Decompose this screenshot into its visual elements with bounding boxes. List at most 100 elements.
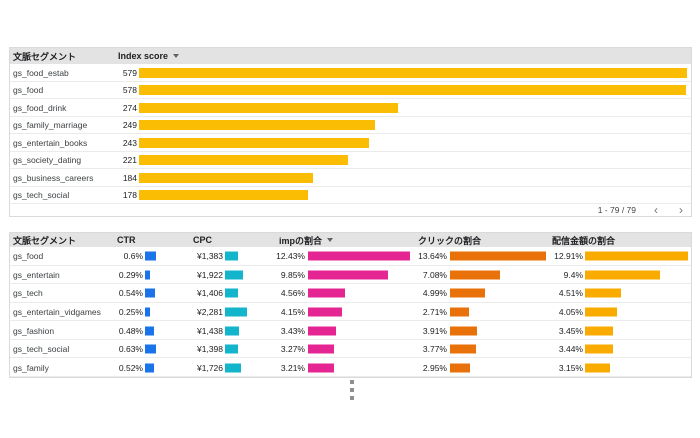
segment-label: gs_business_careers bbox=[13, 172, 94, 183]
ctr-value: 0.6% bbox=[123, 251, 143, 262]
click-share-value: 2.95% bbox=[422, 362, 447, 373]
column-header-segment[interactable]: 文脈セグメント bbox=[13, 51, 77, 62]
imp-share-bar bbox=[307, 307, 342, 317]
click-share-value: 4.99% bbox=[422, 288, 447, 299]
segment-label: gs_entertain_vidgames bbox=[13, 306, 101, 317]
ctr-bar bbox=[145, 344, 157, 354]
click-share-value: 3.77% bbox=[422, 344, 447, 355]
table-row: gs_business_careers 184 bbox=[10, 169, 691, 187]
cpc-bar bbox=[225, 344, 239, 354]
ctr-bar bbox=[145, 288, 155, 298]
column-header-cost-share[interactable]: 配信金額の割合 bbox=[552, 235, 616, 246]
segment-label: gs_family bbox=[13, 362, 49, 373]
click-share-value: 13.64% bbox=[418, 251, 447, 262]
cost-share-bar bbox=[585, 363, 611, 373]
cost-share-value: 3.44% bbox=[558, 344, 583, 355]
index-score-bar bbox=[139, 137, 369, 148]
index-score-bar bbox=[139, 172, 314, 183]
cost-share-value: 12.91% bbox=[554, 251, 583, 262]
cpc-bar bbox=[225, 363, 242, 373]
ctr-value: 0.29% bbox=[118, 269, 143, 280]
imp-share-value: 12.43% bbox=[276, 251, 305, 262]
table-row: gs_fashion 0.48% ¥1,438 3.43% 3.91% 3.45% bbox=[10, 321, 691, 340]
index-score-value: 184 bbox=[122, 172, 137, 183]
imp-share-value: 3.27% bbox=[280, 344, 305, 355]
table-row: gs_food_drink 274 bbox=[10, 99, 691, 117]
table-row: gs_tech_social 0.63% ¥1,398 3.27% 3.77% 3.44% bbox=[10, 340, 691, 359]
column-header-cpc[interactable]: CPC bbox=[193, 235, 213, 245]
cpc-bar bbox=[225, 326, 239, 336]
table-row: gs_food_estab 579 bbox=[10, 64, 691, 82]
index-score-value: 579 bbox=[122, 67, 137, 78]
index-score-value: 274 bbox=[122, 102, 137, 113]
column-header-imp-share[interactable]: impの割合 bbox=[279, 233, 334, 247]
index-score-value: 578 bbox=[122, 85, 137, 96]
click-share-value: 7.08% bbox=[422, 269, 447, 280]
click-share-bar bbox=[449, 270, 500, 280]
click-share-value: 3.91% bbox=[422, 325, 447, 336]
pagination-next-icon[interactable]: › bbox=[679, 202, 683, 217]
column-header-index-score[interactable]: Index score bbox=[118, 48, 180, 64]
column-header-ctr[interactable]: CTR bbox=[117, 235, 136, 245]
column-header-segment[interactable]: 文脈セグメント bbox=[13, 235, 77, 246]
cpc-value: ¥1,406 bbox=[197, 288, 223, 299]
cost-share-bar bbox=[585, 344, 613, 354]
index-score-value: 249 bbox=[122, 120, 137, 131]
index-score-table-header: 文脈セグメント Index score bbox=[10, 48, 691, 64]
index-score-table: 文脈セグメント Index score gs_food_estab 579 gs_f… bbox=[9, 47, 692, 217]
segment-label: gs_family_marriage bbox=[13, 120, 88, 131]
imp-share-bar bbox=[307, 363, 334, 373]
cpc-value: ¥1,726 bbox=[197, 362, 223, 373]
sort-descending-icon bbox=[173, 54, 180, 58]
index-score-value: 178 bbox=[122, 190, 137, 201]
cost-share-value: 3.15% bbox=[558, 362, 583, 373]
index-score-bar bbox=[139, 85, 687, 96]
segment-label: gs_society_dating bbox=[13, 155, 82, 166]
sort-descending-icon bbox=[327, 238, 334, 242]
cpc-value: ¥1,398 bbox=[197, 344, 223, 355]
cost-share-value: 4.05% bbox=[558, 306, 583, 317]
ctr-bar bbox=[145, 270, 151, 280]
pagination-range-label: 1 - 79 / 79 bbox=[597, 204, 636, 215]
cost-share-bar bbox=[585, 288, 622, 298]
ctr-bar bbox=[145, 363, 155, 373]
index-score-bar bbox=[139, 155, 349, 166]
click-share-bar bbox=[449, 344, 477, 354]
click-share-bar bbox=[449, 288, 485, 298]
column-header-click-share[interactable]: クリックの割合 bbox=[418, 235, 482, 246]
index-score-bar bbox=[139, 67, 687, 78]
table-row: gs_tech_social 178 bbox=[10, 187, 691, 205]
index-score-bar bbox=[139, 102, 399, 113]
imp-share-value: 4.15% bbox=[280, 306, 305, 317]
table-row: gs_food 0.6% ¥1,383 12.43% 13.64% 12.91% bbox=[10, 247, 691, 266]
ctr-value: 0.63% bbox=[118, 344, 143, 355]
index-score-bar bbox=[139, 190, 308, 201]
ctr-bar bbox=[145, 326, 154, 336]
click-share-value: 2.71% bbox=[422, 306, 447, 317]
metrics-table: 文脈セグメント CTR CPC impの割合 クリックの割合 配信金額の割合 g… bbox=[9, 232, 692, 378]
segment-label: gs_tech bbox=[13, 288, 43, 299]
cpc-value: ¥2,281 bbox=[197, 306, 223, 317]
cost-share-value: 4.51% bbox=[558, 288, 583, 299]
segment-label: gs_fashion bbox=[13, 325, 55, 336]
index-score-bar bbox=[139, 120, 375, 131]
cost-share-bar bbox=[585, 270, 661, 280]
table-row: gs_food 578 bbox=[10, 82, 691, 100]
segment-label: gs_entertain_books bbox=[13, 137, 88, 148]
pagination: 1 - 79 / 79 ‹ › bbox=[10, 203, 691, 216]
index-score-value: 221 bbox=[122, 155, 137, 166]
segment-label: gs_tech_social bbox=[13, 190, 70, 201]
cost-share-bar bbox=[585, 307, 618, 317]
table-row: gs_family_marriage 249 bbox=[10, 117, 691, 135]
table-row: gs_family 0.52% ¥1,726 3.21% 2.95% 3.15% bbox=[10, 358, 691, 377]
cpc-value: ¥1,922 bbox=[197, 269, 223, 280]
drag-handle-icon[interactable] bbox=[350, 380, 354, 404]
pagination-prev-icon[interactable]: ‹ bbox=[654, 202, 658, 217]
cost-share-bar bbox=[585, 251, 689, 261]
metrics-table-body: gs_food 0.6% ¥1,383 12.43% 13.64% 12.91% gs_en… bbox=[10, 247, 691, 377]
ctr-value: 0.48% bbox=[118, 325, 143, 336]
table-row: gs_entertain_vidgames 0.25% ¥2,281 4.15% 2.7… bbox=[10, 303, 691, 322]
imp-share-bar bbox=[307, 344, 335, 354]
segment-label: gs_food bbox=[13, 251, 44, 262]
